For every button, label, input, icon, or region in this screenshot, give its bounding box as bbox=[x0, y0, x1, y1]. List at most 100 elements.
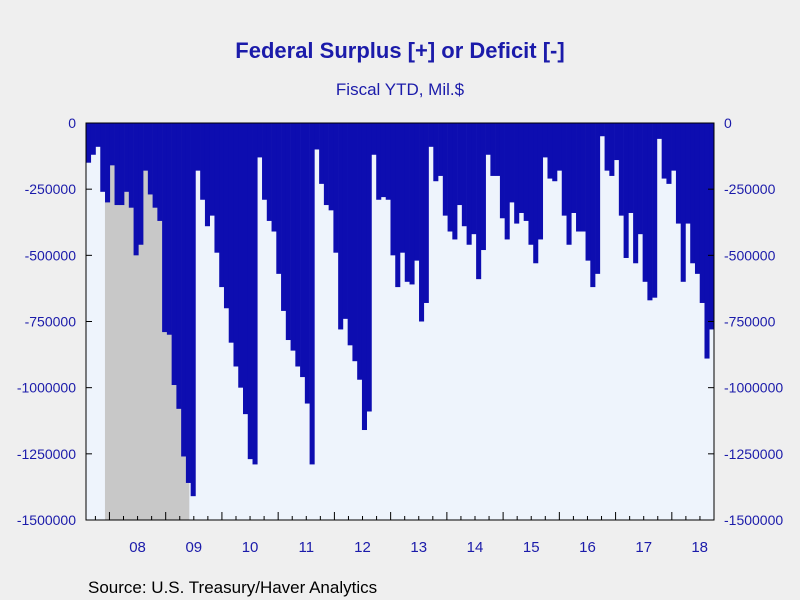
bar bbox=[419, 123, 425, 322]
bar bbox=[295, 123, 301, 367]
bar bbox=[157, 123, 163, 221]
bar bbox=[609, 123, 615, 176]
bar bbox=[680, 123, 686, 282]
x-tick-label: 11 bbox=[298, 539, 314, 556]
bar bbox=[238, 123, 244, 388]
bar bbox=[485, 123, 491, 155]
bar bbox=[409, 123, 415, 285]
y-tick-label-right: -750000 bbox=[724, 314, 776, 330]
y-tick-label-left: -1000000 bbox=[17, 380, 76, 396]
bar bbox=[666, 123, 672, 184]
y-tick-label-left: 0 bbox=[68, 115, 76, 131]
bar bbox=[314, 123, 320, 150]
bar bbox=[595, 123, 601, 274]
bar bbox=[204, 123, 210, 227]
bar bbox=[380, 123, 387, 198]
bar bbox=[618, 123, 624, 216]
bar bbox=[561, 123, 567, 216]
bar bbox=[466, 123, 472, 245]
bar bbox=[271, 123, 277, 232]
bar bbox=[580, 123, 586, 232]
bar bbox=[704, 123, 710, 359]
bar bbox=[185, 123, 191, 483]
bar bbox=[428, 123, 434, 147]
bar bbox=[361, 123, 367, 431]
bar bbox=[566, 123, 572, 245]
bar bbox=[247, 123, 253, 460]
bar bbox=[276, 123, 282, 274]
x-tick-label: 12 bbox=[354, 539, 371, 556]
bar bbox=[471, 123, 477, 235]
bar bbox=[661, 123, 667, 179]
bar bbox=[95, 123, 101, 147]
bar bbox=[628, 123, 634, 213]
bar bbox=[347, 123, 353, 346]
bar bbox=[128, 123, 134, 208]
bar bbox=[181, 123, 187, 457]
bar bbox=[214, 123, 220, 253]
chart-subtitle: Fiscal YTD, Mil.$ bbox=[335, 80, 465, 99]
bar bbox=[633, 123, 639, 264]
bar bbox=[552, 123, 558, 182]
bar bbox=[557, 123, 563, 171]
bar bbox=[547, 123, 553, 179]
bar bbox=[333, 123, 339, 253]
bar bbox=[119, 123, 125, 206]
bar bbox=[352, 123, 358, 362]
x-tick-label: 09 bbox=[185, 539, 202, 556]
bar bbox=[228, 123, 234, 343]
bar bbox=[480, 123, 486, 251]
bar bbox=[147, 123, 153, 195]
bar bbox=[447, 123, 453, 232]
bar bbox=[599, 123, 605, 137]
bar bbox=[252, 123, 258, 465]
bar bbox=[509, 123, 515, 203]
bar bbox=[266, 123, 272, 221]
x-tick-label: 14 bbox=[467, 539, 484, 556]
x-tick-label: 13 bbox=[410, 539, 427, 556]
bar bbox=[642, 123, 648, 282]
bar bbox=[690, 123, 696, 264]
bar bbox=[404, 123, 410, 282]
bar bbox=[262, 123, 268, 200]
y-tick-label-right: 0 bbox=[724, 115, 732, 131]
bar bbox=[285, 123, 291, 341]
bar bbox=[518, 123, 524, 213]
bar bbox=[100, 123, 106, 192]
bar bbox=[442, 123, 448, 216]
bar bbox=[438, 123, 444, 176]
bar bbox=[504, 123, 510, 240]
bar bbox=[490, 123, 496, 176]
bar bbox=[623, 123, 629, 258]
bar bbox=[257, 123, 263, 158]
bar bbox=[309, 123, 315, 465]
bar bbox=[390, 123, 396, 256]
bar bbox=[528, 123, 534, 245]
source-note: Source: U.S. Treasury/Haver Analytics bbox=[88, 578, 378, 597]
bar bbox=[300, 123, 306, 378]
y-tick-label-right: -1000000 bbox=[724, 380, 783, 396]
bar bbox=[290, 123, 296, 351]
bar bbox=[385, 123, 391, 200]
bar bbox=[699, 123, 705, 303]
bar bbox=[414, 123, 420, 261]
y-tick-label-right: -500000 bbox=[724, 247, 776, 263]
bar bbox=[328, 123, 334, 211]
y-tick-label-right: -250000 bbox=[724, 181, 776, 197]
x-tick-label: 15 bbox=[523, 539, 540, 556]
y-tick-label-right: -1500000 bbox=[724, 512, 783, 528]
bar bbox=[709, 123, 715, 330]
bar bbox=[604, 123, 610, 171]
bar bbox=[533, 123, 539, 264]
bar bbox=[233, 123, 239, 367]
x-tick-label: 17 bbox=[635, 539, 652, 556]
bar bbox=[675, 123, 681, 224]
bar bbox=[571, 123, 577, 213]
bar bbox=[223, 123, 230, 309]
bar bbox=[647, 123, 653, 301]
bar bbox=[495, 123, 501, 176]
bar bbox=[105, 123, 111, 203]
bar bbox=[138, 123, 144, 245]
bar bbox=[614, 123, 620, 161]
bar bbox=[357, 123, 363, 380]
